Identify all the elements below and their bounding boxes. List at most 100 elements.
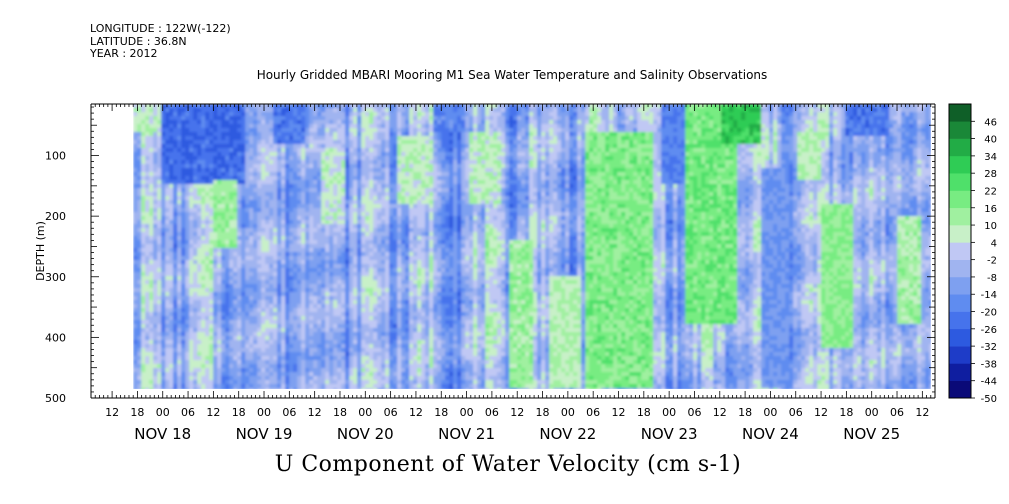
heatmap-cell xyxy=(385,132,390,137)
heatmap-cell xyxy=(169,264,174,269)
heatmap-cell xyxy=(345,140,350,145)
heatmap-cell xyxy=(277,168,282,173)
heatmap-cell xyxy=(409,116,414,121)
heatmap-cell xyxy=(249,388,254,389)
heatmap-cell xyxy=(393,224,398,229)
heatmap-cell xyxy=(273,208,278,213)
heatmap-cell xyxy=(333,140,338,145)
heatmap-cell xyxy=(165,300,170,305)
heatmap-cell xyxy=(341,324,346,329)
heatmap-cell xyxy=(241,260,246,265)
heatmap-cell xyxy=(273,192,278,197)
heatmap-cell xyxy=(345,264,350,269)
heatmap-cell xyxy=(357,156,362,161)
heatmap-cell xyxy=(405,316,410,321)
heatmap-cell xyxy=(305,300,310,305)
heatmap-cell xyxy=(225,240,230,245)
heatmap-cell xyxy=(157,200,162,205)
heatmap-cell xyxy=(249,160,254,165)
heatmap-cell xyxy=(201,376,206,381)
heatmap-cell xyxy=(345,356,350,361)
heatmap-cell xyxy=(257,256,262,261)
heatmap-cell xyxy=(253,200,258,205)
heatmap-cell xyxy=(289,124,294,129)
heatmap-cell xyxy=(269,184,274,189)
heatmap-cell xyxy=(401,320,406,325)
heatmap-cell xyxy=(277,356,282,361)
heatmap-cell xyxy=(345,368,350,373)
heatmap-cell xyxy=(365,212,370,217)
heatmap-cell xyxy=(325,276,330,281)
heatmap-cell xyxy=(133,152,138,157)
heatmap-cell xyxy=(349,168,354,173)
heatmap-cell xyxy=(317,336,322,341)
heatmap-cell xyxy=(317,104,322,109)
heatmap-cell xyxy=(149,184,154,189)
heatmap-cell xyxy=(261,284,266,289)
heatmap-cell xyxy=(341,164,346,169)
heatmap-cell xyxy=(137,132,142,137)
heatmap-cell xyxy=(321,200,326,205)
heatmap-cell xyxy=(177,284,182,289)
heatmap-cell xyxy=(197,156,202,161)
heatmap-cell xyxy=(357,136,362,141)
heatmap-cell xyxy=(405,108,410,113)
heatmap-cell xyxy=(205,144,210,149)
heatmap-cell xyxy=(185,284,190,289)
heatmap-cell xyxy=(149,348,154,353)
heatmap-cell xyxy=(397,344,402,349)
heatmap-cell xyxy=(221,336,226,341)
heatmap-cell xyxy=(173,112,178,117)
heatmap-cell xyxy=(309,348,314,353)
heatmap-cell xyxy=(325,368,330,373)
heatmap-cell xyxy=(317,372,322,377)
heatmap-cell xyxy=(181,264,186,269)
heatmap-cell xyxy=(177,304,182,309)
heatmap-cell xyxy=(265,328,270,333)
heatmap-cell xyxy=(285,280,290,285)
heatmap-cell xyxy=(269,272,274,277)
heatmap-cell xyxy=(157,372,162,377)
heatmap-cell xyxy=(321,348,326,353)
heatmap-cell xyxy=(325,156,330,161)
heatmap-cell xyxy=(257,252,262,257)
heatmap-cell xyxy=(153,380,158,385)
heatmap-cell xyxy=(265,120,270,125)
heatmap-cell xyxy=(293,212,298,217)
heatmap-cell xyxy=(205,296,210,301)
heatmap-cell xyxy=(261,316,266,321)
heatmap-cell xyxy=(169,184,174,189)
heatmap-cell xyxy=(173,300,178,305)
heatmap-cell xyxy=(185,296,190,301)
heatmap-cell xyxy=(329,180,334,185)
heatmap-cell xyxy=(377,128,382,133)
heatmap-cell xyxy=(381,232,386,237)
heatmap-cell xyxy=(333,312,338,317)
heatmap-cell xyxy=(333,116,338,121)
heatmap-cell xyxy=(373,312,378,317)
heatmap-cell xyxy=(373,216,378,221)
heatmap-cell xyxy=(281,252,286,257)
heatmap-cell xyxy=(189,296,194,301)
heatmap-cell xyxy=(305,284,310,289)
heatmap-cell xyxy=(373,188,378,193)
heatmap-cell xyxy=(233,308,238,313)
heatmap-cell xyxy=(137,244,142,249)
heatmap-cell xyxy=(189,308,194,313)
heatmap-cell xyxy=(397,112,402,117)
heatmap-cell xyxy=(261,148,266,153)
heatmap-cell xyxy=(253,296,258,301)
heatmap-cell xyxy=(165,368,170,373)
heatmap-cell xyxy=(357,192,362,197)
heatmap-cell xyxy=(157,332,162,337)
heatmap-cell xyxy=(229,316,234,321)
heatmap-cell xyxy=(301,296,306,301)
heatmap-cell xyxy=(161,232,166,237)
heatmap-cell xyxy=(141,144,146,149)
heatmap-cell xyxy=(309,296,314,301)
heatmap-cell xyxy=(177,212,182,217)
heatmap-cell xyxy=(237,280,242,285)
heatmap-cell xyxy=(385,348,390,353)
heatmap-cell xyxy=(329,120,334,125)
heatmap-cell xyxy=(325,312,330,317)
